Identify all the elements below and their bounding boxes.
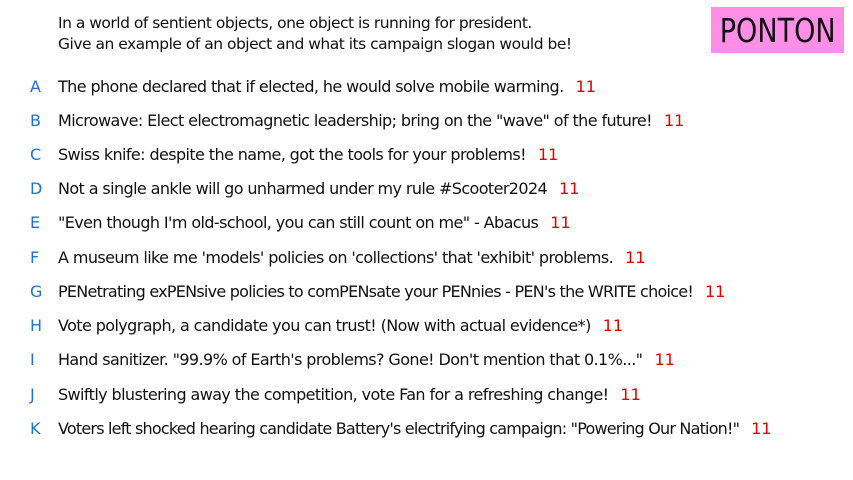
answer-score: 11 (550, 213, 571, 232)
answer-row-i: I Hand sanitizer. "99.9% of Earth's prob… (0, 348, 853, 372)
answer-body: Vote polygraph, a candidate you can trus… (58, 314, 623, 338)
answer-text: Swiss knife: despite the name, got the t… (58, 145, 527, 164)
answer-row-e: E "Even though I'm old-school, you can s… (0, 211, 853, 235)
answer-letter: D (30, 179, 43, 198)
answer-text: The phone declared that if elected, he w… (58, 77, 564, 96)
answer-letter: A (30, 77, 41, 96)
answer-body: Swiss knife: despite the name, got the t… (58, 143, 558, 167)
answer-score: 11 (537, 145, 559, 164)
answer-score: 11 (575, 77, 596, 96)
answer-score: 11 (663, 111, 685, 130)
answer-text: Swiftly blustering away the competition,… (58, 385, 609, 404)
answer-text: PENetrating exPENsive policies to comPEN… (58, 282, 694, 301)
answer-score: 11 (654, 350, 675, 369)
answer-row-a: A The phone declared that if elected, he… (0, 75, 853, 99)
answer-body: Voters left shocked hearing candidate Ba… (58, 417, 772, 441)
answer-letter: I (30, 350, 35, 369)
answer-row-g: G PENetrating exPENsive policies to comP… (0, 280, 853, 304)
answer-row-b: B Microwave: Elect electromagnetic leade… (0, 109, 853, 133)
answer-text: Microwave: Elect electromagnetic leaders… (58, 111, 653, 130)
answer-text: "Even though I'm old-school, you can sti… (58, 213, 539, 232)
answer-body: "Even though I'm old-school, you can sti… (58, 211, 571, 235)
answer-text: Not a single ankle will go unharmed unde… (58, 179, 548, 198)
answer-score: 11 (620, 385, 641, 404)
answer-letter: K (30, 419, 41, 438)
answer-letter: C (30, 145, 42, 164)
answer-letter: B (30, 111, 41, 130)
answer-letter: F (30, 248, 40, 267)
answer-row-j: J Swiftly blustering away the competitio… (0, 383, 853, 407)
answer-body: Microwave: Elect electromagnetic leaders… (58, 109, 684, 133)
answer-score: 11 (705, 282, 726, 301)
answer-row-h: H Vote polygraph, a candidate you can tr… (0, 314, 853, 338)
answer-letter: J (30, 385, 35, 404)
answer-row-k: K Voters left shocked hearing candidate … (0, 417, 853, 441)
prompt-line-2: Give an example of an object and what it… (58, 35, 572, 53)
answer-row-f: F A museum like me 'models' policies on … (0, 246, 853, 270)
answer-body: Swiftly blustering away the competition,… (58, 383, 641, 407)
answer-text: Vote polygraph, a candidate you can trus… (58, 316, 591, 335)
answer-score: 11 (625, 248, 646, 267)
answer-letter: G (30, 282, 43, 301)
prompt: In a world of sentient objects, one obje… (58, 13, 698, 55)
answer-text: Hand sanitizer. "99.9% of Earth's proble… (58, 350, 643, 369)
answer-body: The phone declared that if elected, he w… (58, 75, 596, 99)
answer-text: Voters left shocked hearing candidate Ba… (58, 419, 740, 438)
player-name-badge: PONTON (711, 7, 844, 53)
answer-score: 11 (559, 179, 580, 198)
answer-body: PENetrating exPENsive policies to comPEN… (58, 280, 725, 304)
answer-letter: H (30, 316, 43, 335)
answer-score: 11 (751, 419, 772, 438)
answer-letter: E (30, 213, 41, 232)
answer-row-c: C Swiss knife: despite the name, got the… (0, 143, 853, 167)
prompt-line-1: In a world of sentient objects, one obje… (58, 14, 532, 32)
answer-body: Hand sanitizer. "99.9% of Earth's proble… (58, 348, 675, 372)
player-name: PONTON (719, 10, 836, 50)
answer-row-d: D Not a single ankle will go unharmed un… (0, 177, 853, 201)
answer-text: A museum like me 'models' policies on 'c… (58, 248, 614, 267)
answer-body: A museum like me 'models' policies on 'c… (58, 246, 646, 270)
answer-score: 11 (602, 316, 624, 335)
answer-body: Not a single ankle will go unharmed unde… (58, 177, 579, 201)
